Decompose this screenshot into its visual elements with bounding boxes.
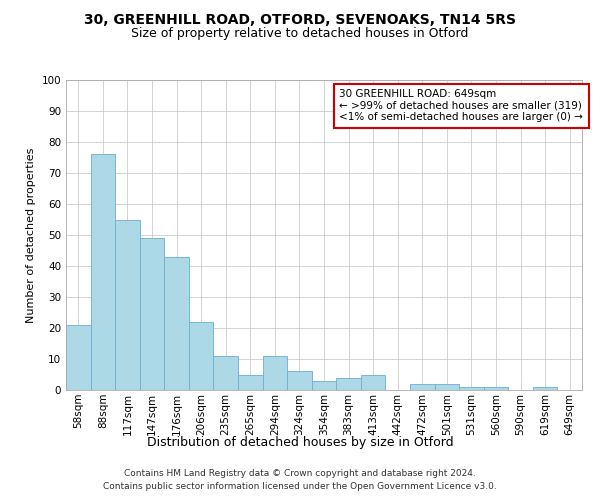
Text: Size of property relative to detached houses in Otford: Size of property relative to detached ho…	[131, 28, 469, 40]
Bar	[434, 384, 459, 390]
Bar	[459, 387, 484, 390]
Y-axis label: Number of detached properties: Number of detached properties	[26, 148, 36, 322]
Text: Contains HM Land Registry data © Crown copyright and database right 2024.: Contains HM Land Registry data © Crown c…	[124, 468, 476, 477]
Bar	[140, 238, 164, 390]
Text: Contains public sector information licensed under the Open Government Licence v3: Contains public sector information licen…	[103, 482, 497, 491]
Bar	[533, 387, 557, 390]
Bar	[238, 374, 263, 390]
Text: 30 GREENHILL ROAD: 649sqm
← >99% of detached houses are smaller (319)
<1% of sem: 30 GREENHILL ROAD: 649sqm ← >99% of deta…	[340, 90, 583, 122]
Bar	[312, 380, 336, 390]
Bar	[189, 322, 214, 390]
Bar	[115, 220, 140, 390]
Bar	[361, 374, 385, 390]
Bar	[410, 384, 434, 390]
Bar	[287, 372, 312, 390]
Text: Distribution of detached houses by size in Otford: Distribution of detached houses by size …	[146, 436, 454, 449]
Bar	[336, 378, 361, 390]
Bar	[66, 325, 91, 390]
Bar	[164, 256, 189, 390]
Bar	[484, 387, 508, 390]
Bar	[214, 356, 238, 390]
Text: 30, GREENHILL ROAD, OTFORD, SEVENOAKS, TN14 5RS: 30, GREENHILL ROAD, OTFORD, SEVENOAKS, T…	[84, 12, 516, 26]
Bar	[91, 154, 115, 390]
Bar	[263, 356, 287, 390]
